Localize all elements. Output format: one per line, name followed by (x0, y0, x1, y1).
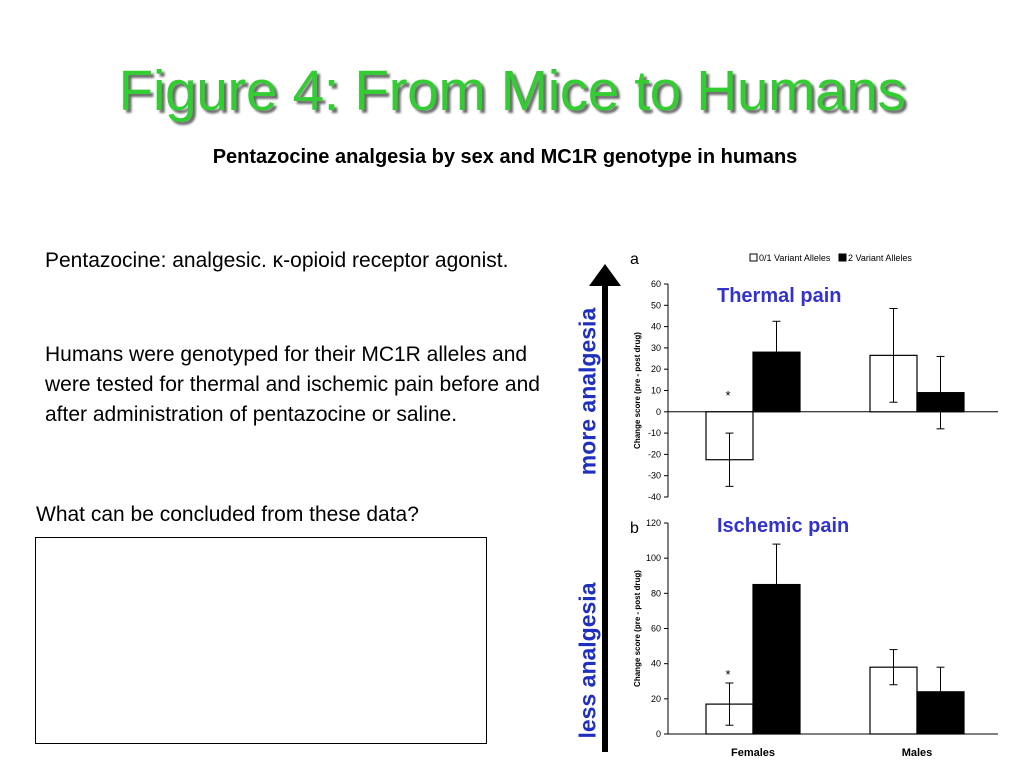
methods-paragraph: Humans were genotyped for their MC1R all… (45, 343, 540, 426)
x-tick-label-females: Females (731, 747, 775, 759)
y-tick-label: 20 (651, 694, 661, 704)
legend-label-variant-0-1: 0/1 Variant Alleles (759, 253, 831, 263)
y-tick-label: 0 (656, 407, 661, 417)
y-tick-label: 40 (651, 659, 661, 669)
y-tick-label: -30 (648, 471, 661, 481)
legend-label-variant-2: 2 Variant Alleles (848, 253, 912, 263)
panel-letter-b: b (630, 520, 639, 537)
y-tick-label: 120 (646, 518, 661, 528)
significance-star: * (726, 388, 731, 403)
y-axis-title: Change score (pre - post drug) (633, 332, 642, 449)
y-tick-label: -40 (648, 492, 661, 502)
panel-annotation-a: Thermal pain (717, 285, 841, 307)
y-tick-label: 30 (651, 343, 661, 353)
y-tick-label: 10 (651, 386, 661, 396)
y-tick-label: -10 (648, 428, 661, 438)
analgesia-arrow (589, 264, 621, 752)
y-tick-label: 60 (651, 279, 661, 289)
y-tick-label: 40 (651, 322, 661, 332)
y-tick-label: 0 (656, 729, 661, 739)
arrow-shaft (602, 284, 608, 752)
answer-box[interactable] (35, 537, 487, 744)
y-tick-label: 100 (646, 553, 661, 563)
arrow-head (589, 264, 621, 286)
panel-annotation-b: Ischemic pain (717, 515, 849, 537)
y-tick-label: 50 (651, 300, 661, 310)
slide-title: Figure 4: From Mice to Humans (118, 59, 906, 123)
slide-subtitle: Pentazocine analgesia by sex and MC1R ge… (212, 146, 798, 168)
intro-paragraph: Pentazocine: analgesic. κ-opioid recepto… (45, 249, 509, 272)
x-tick-label-males: Males (902, 747, 933, 759)
panel-letter-a: a (630, 251, 639, 268)
legend-swatch-variant-0-1 (749, 253, 758, 262)
y-tick-label: 80 (651, 588, 661, 598)
y-axis-title: Change score (pre - post drug) (633, 570, 642, 687)
question-text: What can be concluded from these data? (36, 503, 419, 526)
y-tick-label: 20 (651, 364, 661, 374)
legend-swatch-variant-2 (838, 253, 847, 262)
y-tick-label: -20 (648, 449, 661, 459)
significance-star: * (726, 667, 731, 682)
y-tick-label: 60 (651, 624, 661, 634)
